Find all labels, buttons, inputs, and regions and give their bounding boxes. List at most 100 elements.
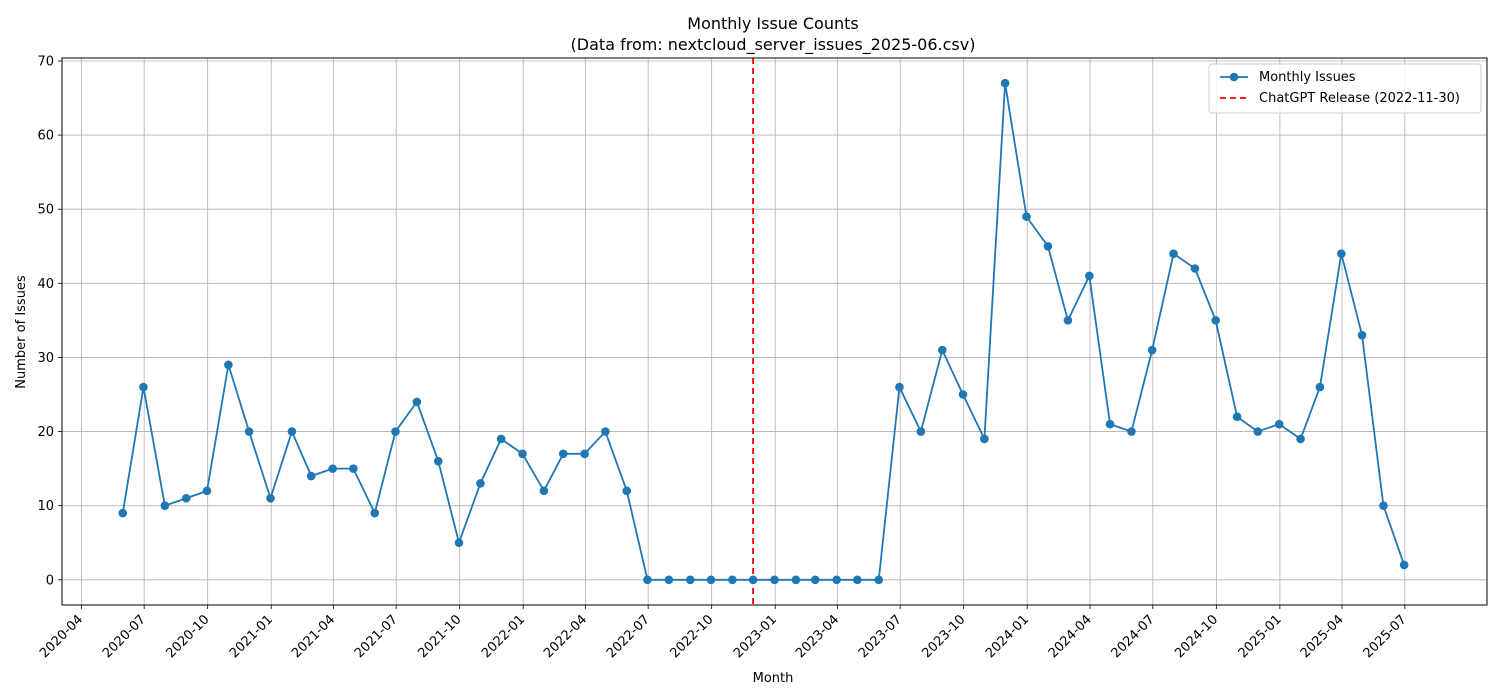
data-point [1274, 419, 1284, 429]
data-point [1043, 241, 1053, 251]
x-tick-label: 2024-04 [1046, 612, 1095, 661]
data-point [391, 427, 400, 436]
x-tick-label: 2021-10 [415, 612, 464, 661]
data-series [118, 78, 1409, 585]
x-tick-label: 2025-07 [1361, 612, 1410, 661]
data-point [370, 508, 380, 518]
data-point [622, 486, 632, 496]
x-tick-label: 2022-10 [667, 612, 716, 661]
data-point [1085, 271, 1094, 281]
x-tick-label: 2023-10 [919, 612, 968, 661]
data-point [454, 538, 464, 548]
y-tick-label: 50 [37, 203, 54, 218]
data-point [1296, 434, 1305, 444]
data-point [643, 575, 652, 585]
chart-title: Monthly Issue Counts [687, 14, 858, 33]
data-point [181, 493, 191, 503]
data-point [476, 479, 485, 488]
data-point [958, 390, 968, 399]
x-tick-label: 2022-04 [541, 612, 590, 661]
data-point [1211, 316, 1220, 325]
data-point [1000, 78, 1010, 88]
data-point [1147, 345, 1157, 355]
data-point [895, 382, 904, 392]
legend-series-label: Monthly Issues [1259, 70, 1356, 85]
x-tick-label: 2025-04 [1298, 612, 1347, 661]
y-axis-title: Number of Issues [14, 275, 29, 389]
data-point [1022, 212, 1031, 221]
x-tick-label: 2022-01 [479, 612, 528, 661]
x-tick-label: 2020-04 [37, 612, 86, 661]
data-point [139, 382, 148, 392]
data-point [937, 345, 947, 355]
legend-reference-label: ChatGPT Release (2022-11-30) [1259, 91, 1460, 106]
data-point [1063, 316, 1073, 325]
x-tick-label: 2024-01 [983, 612, 1032, 661]
data-point [916, 427, 926, 436]
x-tick-label: 2022-07 [604, 612, 653, 661]
data-point [349, 464, 358, 473]
data-point [1399, 560, 1409, 570]
chart-subtitle: (Data from: nextcloud_server_issues_2025… [571, 35, 976, 55]
data-point [770, 575, 779, 585]
axis-ticks: 0 10 20 30 40 50 60 70 2020-04 2020-07 2020-10 2021… [37, 54, 1410, 661]
data-point [874, 575, 884, 585]
data-point [832, 575, 841, 585]
y-tick-label: 0 [46, 573, 54, 588]
y-tick-label: 20 [37, 425, 54, 440]
x-tick-label: 2023-04 [793, 612, 842, 661]
data-point [306, 471, 316, 481]
x-tick-label: 2020-07 [100, 612, 149, 661]
x-tick-label: 2023-07 [856, 612, 905, 661]
data-point [287, 427, 297, 436]
data-point [580, 449, 589, 459]
data-point [244, 427, 254, 436]
y-tick-label: 40 [37, 277, 54, 292]
data-point [496, 434, 506, 444]
data-point [791, 575, 801, 585]
x-tick-label: 2024-10 [1172, 612, 1221, 661]
data-point [1190, 264, 1200, 273]
grid-lines [62, 58, 1487, 605]
y-tick-label: 30 [37, 351, 54, 366]
data-point [1357, 330, 1367, 340]
data-point [412, 397, 422, 407]
y-tick-label: 70 [37, 54, 54, 69]
legend: Monthly Issues ChatGPT Release (2022-11-… [1208, 63, 1482, 114]
data-point [160, 501, 170, 510]
data-point [706, 575, 716, 585]
data-point [685, 575, 695, 585]
data-point [810, 575, 820, 585]
x-tick-label: 2023-01 [731, 612, 780, 661]
data-point [853, 575, 862, 585]
data-point [518, 449, 527, 459]
data-point [118, 508, 128, 518]
x-tick-label: 2021-07 [352, 612, 401, 661]
data-point [664, 575, 674, 585]
data-point [1315, 382, 1325, 392]
legend-series-marker [1229, 72, 1239, 82]
data-point [1379, 501, 1388, 510]
data-point [539, 486, 549, 496]
data-point [266, 493, 275, 503]
x-tick-label: 2021-04 [289, 612, 338, 661]
data-point [1232, 412, 1242, 422]
x-tick-label: 2021-01 [227, 612, 276, 661]
data-point [1105, 419, 1115, 429]
y-tick-label: 10 [37, 499, 54, 514]
data-point [202, 486, 212, 496]
data-point [1127, 427, 1136, 436]
x-tick-label: 2020-10 [163, 612, 212, 661]
data-point [558, 449, 568, 459]
data-point [980, 434, 989, 444]
data-point [433, 456, 443, 466]
x-tick-label: 2025-01 [1236, 612, 1285, 661]
data-point [328, 464, 337, 473]
legend-box [1208, 63, 1482, 114]
data-point [1337, 249, 1346, 258]
data-point [224, 360, 233, 370]
data-point [728, 575, 737, 585]
data-point [601, 427, 610, 436]
